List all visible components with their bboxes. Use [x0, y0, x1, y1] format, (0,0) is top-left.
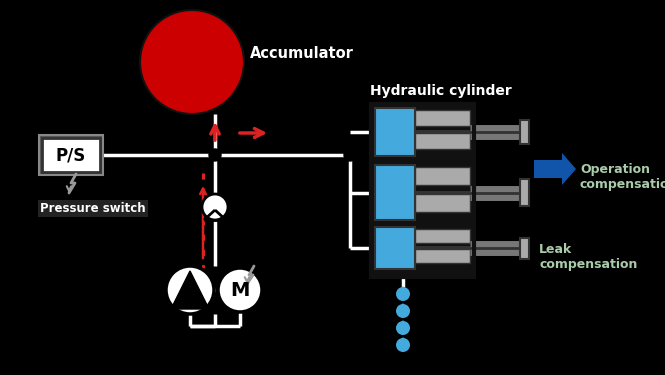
FancyBboxPatch shape [371, 104, 474, 277]
FancyBboxPatch shape [415, 246, 470, 250]
Circle shape [166, 266, 214, 314]
Text: Operation
compensation: Operation compensation [580, 163, 665, 191]
FancyBboxPatch shape [415, 110, 470, 126]
FancyBboxPatch shape [415, 249, 470, 263]
Circle shape [396, 321, 410, 335]
Circle shape [209, 149, 221, 161]
Polygon shape [398, 320, 408, 328]
Text: Pressure switch: Pressure switch [40, 202, 146, 215]
Circle shape [218, 268, 262, 312]
Polygon shape [398, 286, 408, 294]
Circle shape [202, 194, 228, 220]
Circle shape [344, 149, 356, 161]
Circle shape [140, 10, 244, 114]
FancyBboxPatch shape [415, 130, 470, 134]
FancyBboxPatch shape [415, 229, 470, 243]
FancyBboxPatch shape [375, 108, 415, 156]
FancyBboxPatch shape [520, 120, 529, 144]
Circle shape [396, 287, 410, 301]
Text: Leak
compensation: Leak compensation [539, 243, 637, 271]
Text: Hydraulic cylinder: Hydraulic cylinder [370, 84, 512, 98]
FancyBboxPatch shape [520, 179, 529, 206]
FancyBboxPatch shape [39, 135, 103, 175]
Circle shape [396, 304, 410, 318]
FancyBboxPatch shape [520, 237, 529, 258]
FancyBboxPatch shape [415, 133, 470, 149]
FancyBboxPatch shape [42, 138, 100, 172]
Polygon shape [398, 303, 408, 311]
FancyBboxPatch shape [375, 165, 415, 220]
FancyBboxPatch shape [415, 194, 470, 211]
FancyBboxPatch shape [415, 190, 470, 195]
Text: M: M [230, 282, 249, 300]
Polygon shape [534, 153, 576, 185]
FancyBboxPatch shape [415, 167, 470, 185]
Text: Accumulator: Accumulator [250, 46, 354, 62]
FancyBboxPatch shape [375, 227, 415, 269]
Polygon shape [398, 337, 408, 345]
Circle shape [396, 338, 410, 352]
Polygon shape [171, 271, 209, 309]
Text: P/S: P/S [56, 146, 86, 164]
